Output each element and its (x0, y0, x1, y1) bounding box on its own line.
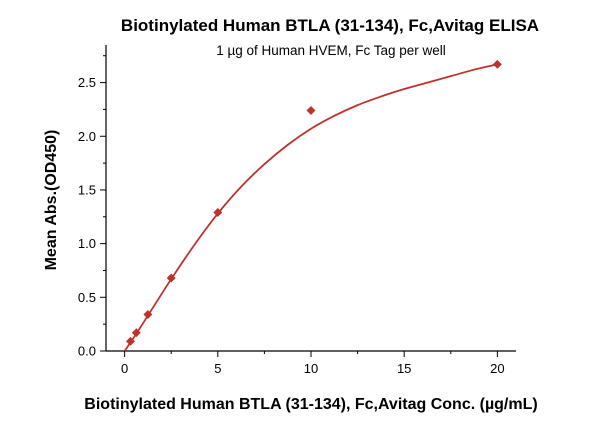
data-point (166, 273, 176, 283)
y-tick-label: 0.0 (78, 344, 96, 359)
x-tick-label: 5 (214, 361, 221, 376)
x-tick-label: 15 (397, 361, 411, 376)
chart-subtitle: 1 µg of Human HVEM, Fc Tag per well (216, 43, 446, 58)
y-tick-label: 1.5 (78, 182, 96, 197)
data-point (143, 309, 153, 320)
y-tick-label: 2.5 (78, 75, 96, 90)
chart-title: Biotinylated Human BTLA (31-134), Fc,Avi… (121, 16, 539, 35)
axes (105, 45, 516, 352)
data-point (213, 207, 223, 218)
y-tick-label: 1.0 (78, 236, 96, 251)
data-point (125, 336, 136, 346)
y-tick-label: 2.0 (78, 129, 96, 144)
data-points-layer (125, 59, 502, 346)
x-axis-label: Biotinylated Human BTLA (31-134), Fc,Avi… (84, 396, 537, 413)
y-tick-label: 0.5 (78, 290, 96, 305)
data-point (492, 59, 502, 69)
x-tick-label: 0 (121, 361, 128, 376)
x-tick-label: 20 (490, 361, 504, 376)
data-point (131, 328, 141, 338)
y-axis-label: Mean Abs.(OD450) (43, 130, 60, 271)
tick-group: 0 5 10 15 20 0.0 0.5 1.0 1.5 2.0 2.5 (78, 55, 505, 376)
x-tick-label: 10 (304, 361, 318, 376)
data-point (306, 105, 316, 116)
